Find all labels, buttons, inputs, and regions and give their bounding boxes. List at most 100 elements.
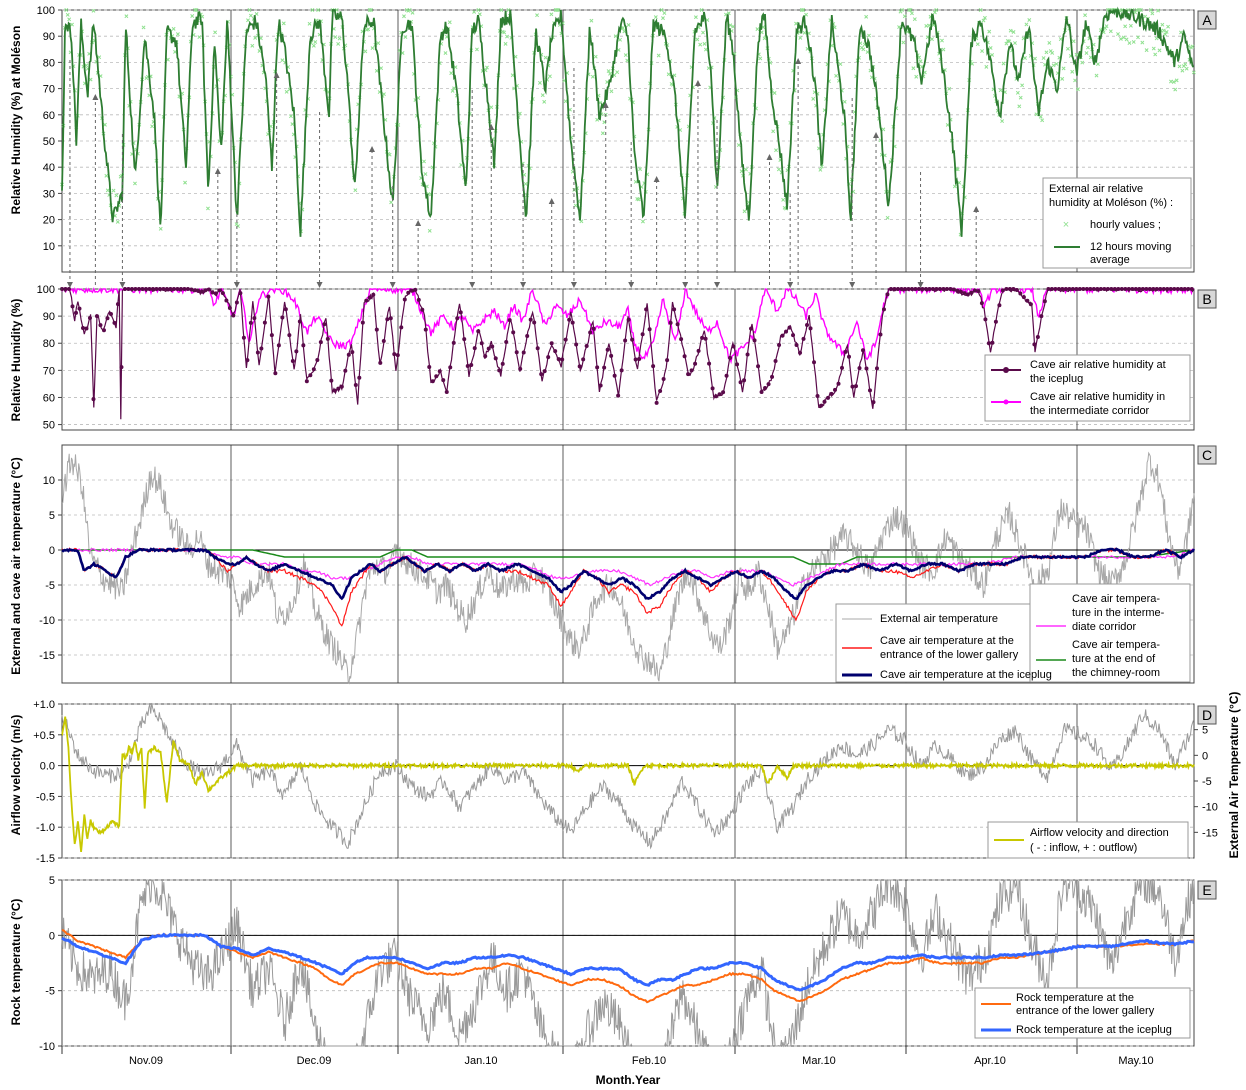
iceplug-rh-point bbox=[343, 368, 348, 373]
iceplug-rh-point bbox=[752, 338, 757, 343]
rh-hourly-point bbox=[449, 71, 454, 76]
iceplug-rh-point bbox=[997, 303, 1002, 308]
iceplug-rh-point bbox=[937, 287, 942, 291]
panel-a-ytick-label: 90 bbox=[43, 31, 55, 43]
iceplug-rh-point bbox=[518, 366, 523, 371]
iceplug-rh-point bbox=[682, 354, 687, 359]
rh-hourly-point bbox=[452, 86, 457, 91]
rh-hourly-point bbox=[881, 127, 886, 132]
iceplug-rh-point bbox=[525, 334, 530, 339]
iceplug-rh-point bbox=[661, 377, 666, 382]
iceplug-rh-point bbox=[1186, 287, 1191, 291]
rh-hourly-point bbox=[615, 70, 620, 75]
iceplug-rh-point bbox=[388, 316, 393, 321]
iceplug-rh-point bbox=[640, 332, 645, 337]
rh-hourly-point bbox=[1080, 60, 1085, 65]
iceplug-rh-point bbox=[325, 336, 330, 341]
rh-hourly-point bbox=[1179, 30, 1183, 35]
iceplug-rh-point bbox=[731, 344, 736, 349]
iceplug-rh-point bbox=[1035, 334, 1040, 339]
rh-hourly-point bbox=[1163, 32, 1168, 37]
rh-hourly-point bbox=[1144, 48, 1149, 53]
rh-hourly-point bbox=[250, 43, 255, 48]
rh-hourly-point bbox=[1051, 63, 1056, 68]
panel-b-ytick-label: 70 bbox=[43, 365, 55, 377]
rh-hourly-point bbox=[1084, 51, 1089, 55]
rh-hourly-point bbox=[171, 26, 176, 31]
rh-hourly-point bbox=[990, 52, 995, 57]
rh-hourly-point bbox=[988, 46, 993, 50]
panel-a-legend: External air relative humidity at Moléso… bbox=[1042, 177, 1192, 269]
panel-a-legend-hourly: hourly values ; bbox=[1090, 219, 1161, 231]
panel-c-legend: External air temperature Cave air temper… bbox=[835, 583, 1191, 683]
iceplug-rh-point bbox=[504, 339, 509, 344]
x-month-label-4: Mar.10 bbox=[802, 1055, 836, 1067]
rh-hourly-point bbox=[934, 8, 939, 12]
rh-hourly-point bbox=[337, 36, 342, 41]
iceplug-rh-point bbox=[378, 360, 383, 365]
rh-hourly-point bbox=[503, 41, 508, 46]
panel-e-legend-lower-2: entrance of the lower gallery bbox=[1016, 1005, 1155, 1017]
rh-hourly-point bbox=[1164, 30, 1169, 34]
rh-hourly-point bbox=[535, 13, 540, 18]
rh-hourly-point bbox=[248, 13, 253, 18]
rh-hourly-point bbox=[1001, 61, 1006, 66]
panel-e-ytick-label: 5 bbox=[49, 875, 55, 887]
iceplug-rh-point bbox=[357, 375, 362, 380]
rh-hourly-point bbox=[381, 92, 386, 97]
panel-b-ytick-label: 50 bbox=[43, 420, 55, 432]
rh-hourly-point bbox=[307, 21, 312, 26]
rh-hourly-point bbox=[513, 54, 518, 59]
iceplug-rh-point bbox=[1056, 287, 1061, 291]
iceplug-rh-point bbox=[839, 365, 844, 370]
iceplug-rh-point bbox=[168, 287, 173, 291]
iceplug-rh-point bbox=[374, 327, 379, 332]
rh-moving-average-line bbox=[61, 6, 1195, 237]
rh-hourly-point bbox=[310, 8, 315, 12]
iceplug-rh-point bbox=[1105, 287, 1110, 291]
rh-hourly-point bbox=[1136, 35, 1140, 40]
iceplug-rh-point bbox=[633, 357, 638, 362]
rh-hourly-point bbox=[910, 11, 914, 16]
iceplug-rh-point bbox=[577, 364, 582, 369]
grid-layer bbox=[61, 9, 1195, 1047]
iceplug-rh-point bbox=[1007, 287, 1012, 291]
iceplug-rh-point bbox=[217, 288, 222, 293]
iceplug-rh-point bbox=[101, 328, 106, 333]
iceplug-rh-point bbox=[350, 350, 355, 355]
x-month-label-0: Nov.09 bbox=[129, 1055, 163, 1067]
iceplug-rh-point bbox=[1095, 287, 1100, 291]
rh-hourly-point bbox=[540, 93, 545, 98]
rh-hourly-point bbox=[1071, 39, 1076, 44]
rh-hourly-point bbox=[175, 32, 180, 37]
iceplug-rh-point bbox=[829, 391, 834, 396]
rh-hourly-point bbox=[190, 14, 195, 18]
iceplug-rh-point bbox=[364, 298, 369, 303]
iceplug-rh-point bbox=[986, 341, 991, 346]
rh-hourly-point bbox=[133, 181, 137, 186]
panel-a-ytick-label: 20 bbox=[43, 215, 55, 227]
iceplug-rh-point bbox=[1042, 299, 1047, 304]
iceplug-rh-point bbox=[874, 366, 879, 371]
rh-hourly-point bbox=[1143, 14, 1148, 19]
panel-d-ylabel-right: External Air Temperature (°C) bbox=[1227, 692, 1241, 859]
rh-hourly-point bbox=[1075, 87, 1080, 92]
rh-hourly-point bbox=[978, 8, 983, 12]
iceplug-rh-point bbox=[794, 343, 799, 348]
iceplug-rh-point bbox=[819, 403, 824, 408]
iceplug-rh-point bbox=[846, 354, 851, 359]
panel-c-ytick-label: -10 bbox=[39, 615, 55, 627]
rh-hourly-point bbox=[774, 148, 778, 153]
rh-hourly-point bbox=[818, 167, 823, 172]
iceplug-rh-point bbox=[1084, 287, 1089, 291]
rh-hourly-point bbox=[589, 18, 594, 23]
iceplug-rh-point bbox=[791, 333, 796, 338]
iceplug-rh-point bbox=[888, 287, 893, 291]
iceplug-rh-point bbox=[399, 325, 404, 330]
x-axis-title: Month.Year bbox=[596, 1073, 661, 1087]
rh-hourly-point bbox=[502, 30, 507, 35]
iceplug-rh-point bbox=[483, 354, 488, 359]
iceplug-rh-point bbox=[437, 369, 442, 374]
panel-e-legend-iceplug: Rock temperature at the iceplug bbox=[1016, 1024, 1172, 1036]
panel-b-badge: B bbox=[1197, 289, 1217, 309]
